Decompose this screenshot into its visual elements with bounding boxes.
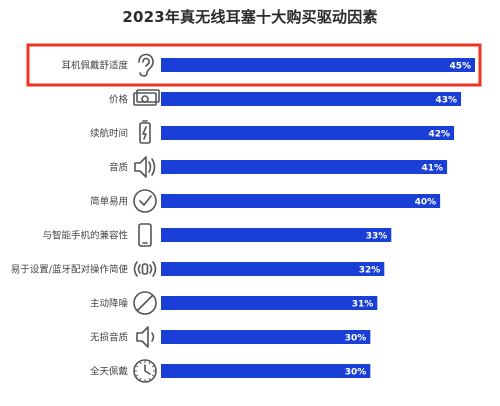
battery-icon [139, 120, 151, 144]
data-label: 30% [345, 368, 367, 378]
category-label: 续航时间 [90, 128, 128, 140]
data-label: 40% [415, 198, 437, 208]
clock-icon [133, 359, 157, 383]
data-label: 42% [429, 130, 451, 140]
bar [161, 262, 385, 276]
category-label: 耳机佩戴舒适度 [61, 60, 128, 72]
speaker-wave-icon [134, 156, 156, 178]
data-label: 41% [422, 164, 444, 174]
category-label: 易于设置/蓝牙配对操作简便 [11, 264, 129, 276]
data-label: 31% [352, 300, 374, 310]
data-label: 45% [449, 62, 471, 72]
highlight-frame [26, 43, 482, 87]
bar [161, 296, 378, 310]
category-label: 音质 [109, 162, 129, 174]
bar [161, 126, 455, 140]
smartphone-icon [138, 223, 152, 247]
no-sound-icon [133, 291, 157, 315]
bar [161, 194, 441, 208]
category-label: 无损音质 [90, 332, 129, 344]
banknote-icon [133, 89, 160, 106]
bar [161, 330, 371, 344]
bar [161, 228, 392, 242]
bar [161, 58, 475, 72]
category-label: 简单易用 [90, 196, 128, 208]
category-label: 与智能手机的兼容性 [42, 230, 128, 242]
category-label: 主动降噪 [90, 298, 129, 310]
data-label: 43% [435, 96, 457, 106]
checkmark-circle-icon [133, 189, 157, 213]
data-label: 33% [366, 232, 388, 242]
data-label: 30% [345, 334, 367, 344]
speaker-icon [136, 326, 155, 348]
bar [161, 364, 371, 378]
ear-icon [138, 53, 154, 77]
category-label: 全天佩戴 [90, 366, 129, 378]
data-label: 32% [359, 266, 381, 276]
bar [161, 92, 462, 106]
wireless-signal-icon [133, 261, 157, 277]
bar [161, 160, 448, 174]
chart-title: 2023年真无线耳塞十大购买驱动因素 [122, 8, 378, 26]
category-label: 价格 [109, 94, 129, 106]
